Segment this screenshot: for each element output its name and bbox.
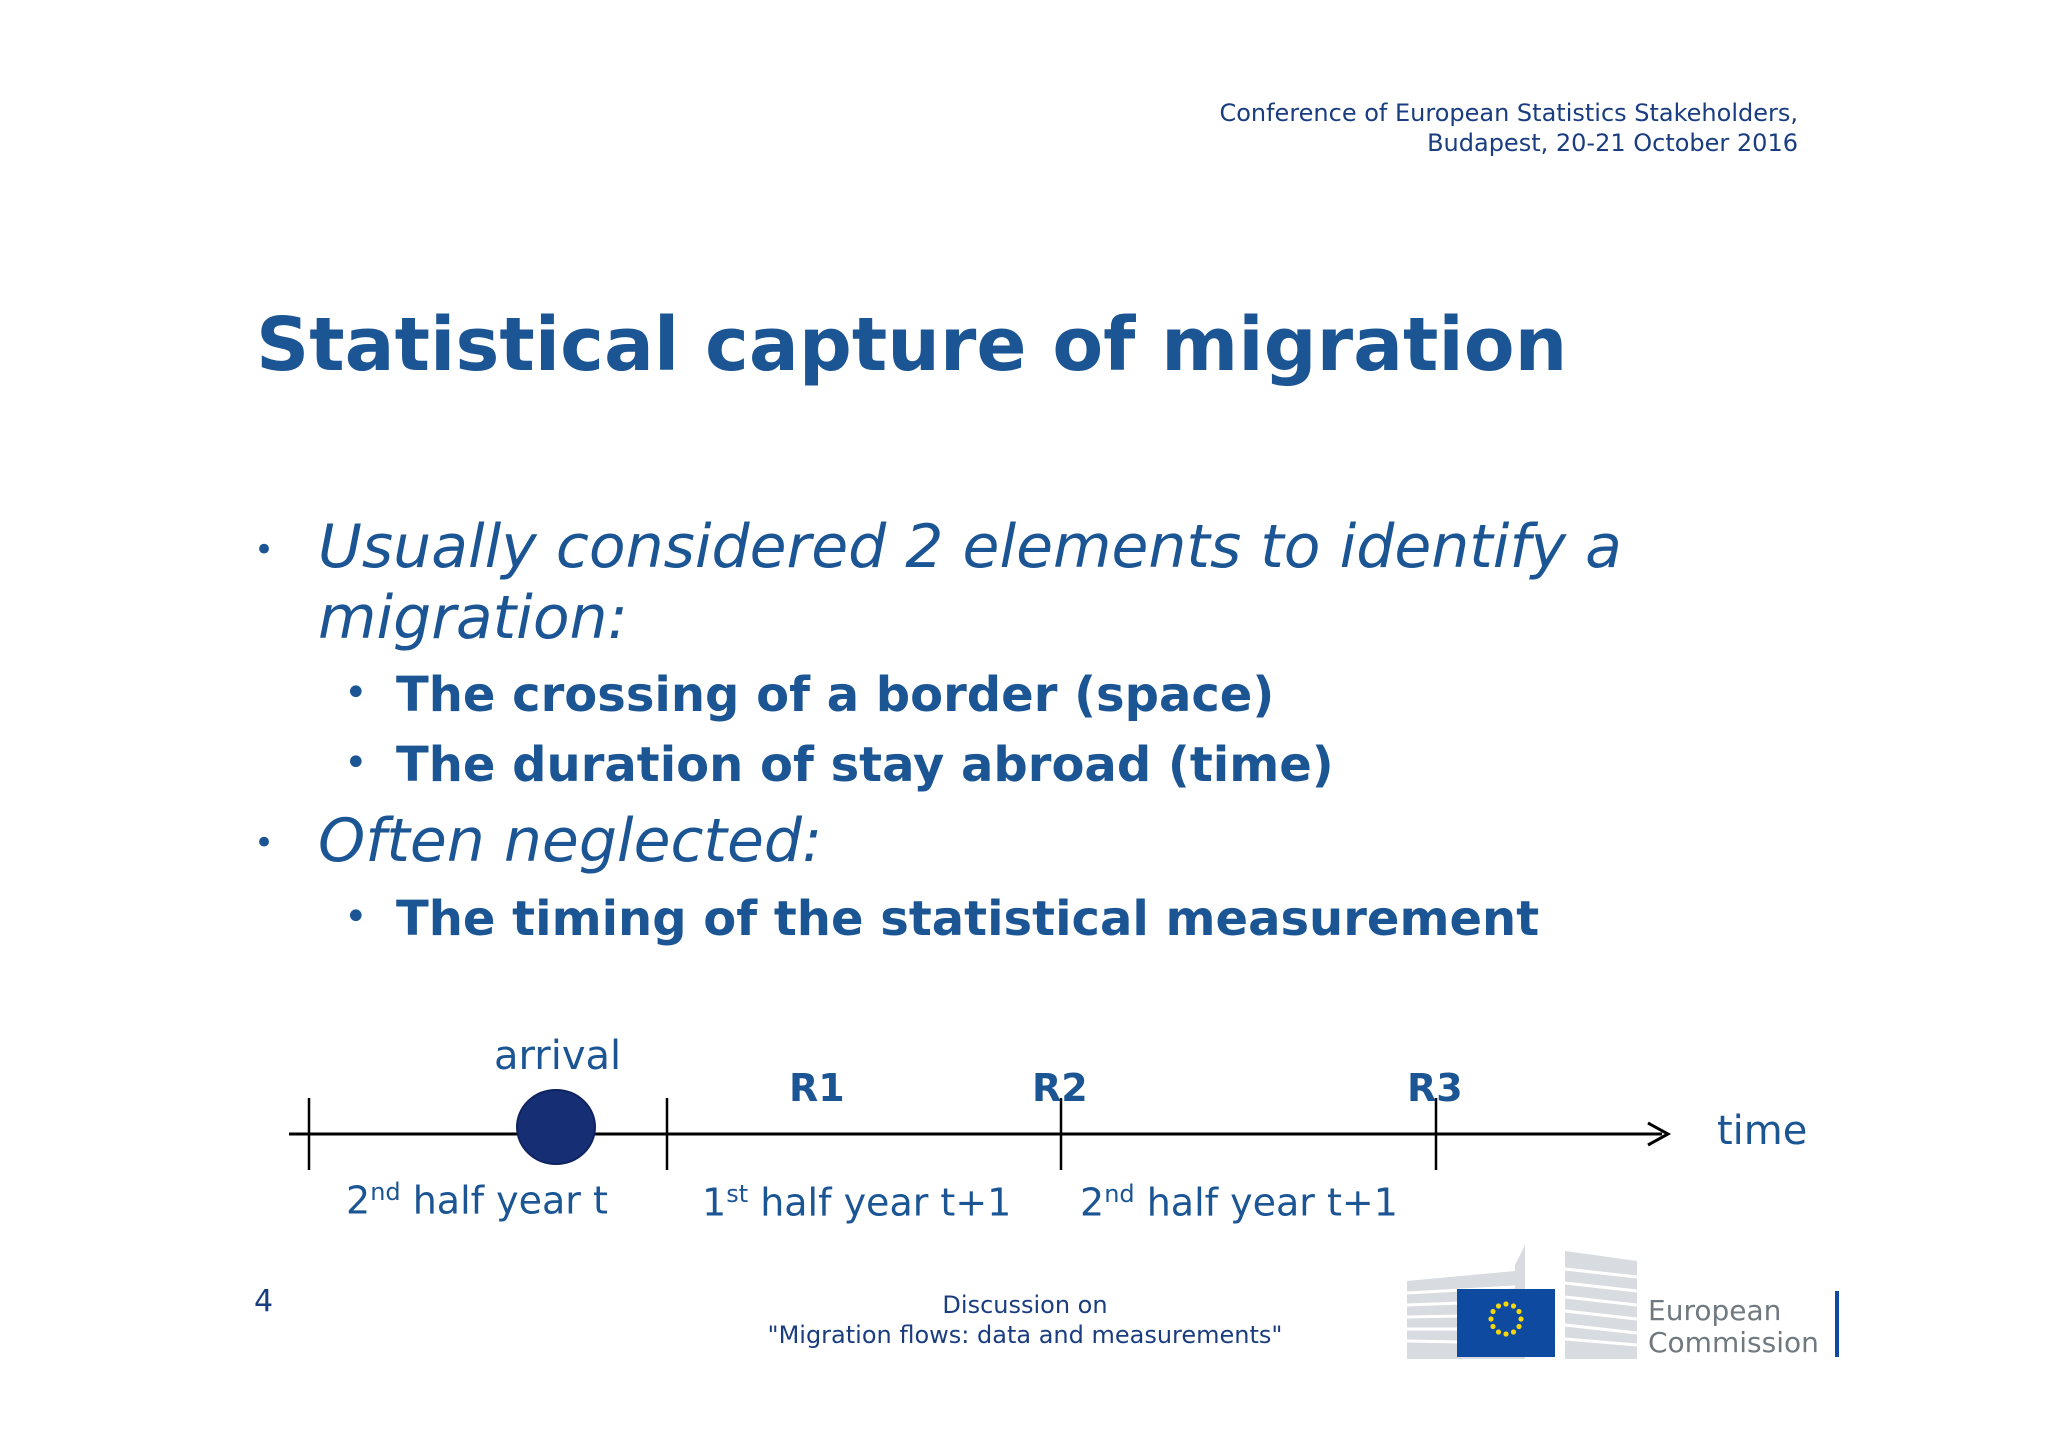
sub-bullet-timing: The timing of the statistical measuremen… bbox=[396, 891, 1540, 947]
timeline-arrowhead bbox=[1647, 1121, 1672, 1147]
sub-bullet-marker: • bbox=[344, 894, 368, 940]
footer-discussion-line-2: "Migration flows: data and measurements" bbox=[767, 1321, 1283, 1349]
sub-bullet-duration: The duration of stay abroad (time) bbox=[396, 737, 1334, 793]
marker-r2: R2 bbox=[1032, 1066, 1088, 1110]
arrival-dot bbox=[516, 1089, 596, 1165]
logo-text-commission: Commission bbox=[1648, 1326, 1819, 1359]
slide-title: Statistical capture of migration bbox=[256, 302, 1568, 388]
bullet-1-line-1: Usually considered 2 elements to identif… bbox=[318, 512, 1622, 582]
bullet-2-line-1: Often neglected: bbox=[318, 806, 823, 876]
period-label: 2nd half year t bbox=[346, 1178, 608, 1223]
sub-bullet-border: The crossing of a border (space) bbox=[396, 667, 1275, 723]
conference-line-1: Conference of European Statistics Stakeh… bbox=[1219, 99, 1798, 127]
bullet-1-line-2: migration: bbox=[318, 583, 628, 653]
logo-text-european: European bbox=[1648, 1294, 1781, 1327]
footer-discussion: Discussion on "Migration flows: data and… bbox=[700, 1290, 1350, 1350]
european-commission-logo: European Commission bbox=[1405, 1243, 1845, 1367]
conference-info: Conference of European Statistics Stakeh… bbox=[1219, 98, 1798, 158]
sub-bullet-marker: • bbox=[344, 740, 368, 786]
bullet-marker: • bbox=[254, 530, 275, 570]
period-label: 2nd half year t+1 bbox=[1080, 1180, 1398, 1225]
marker-r3: R3 bbox=[1407, 1066, 1463, 1110]
sub-bullet-marker: • bbox=[344, 670, 368, 716]
arrival-label: arrival bbox=[494, 1033, 622, 1079]
page-number: 4 bbox=[254, 1284, 274, 1319]
bullet-marker: • bbox=[254, 823, 275, 863]
footer-discussion-line-1: Discussion on bbox=[942, 1291, 1108, 1319]
marker-r1: R1 bbox=[789, 1066, 845, 1110]
conference-line-2: Budapest, 20-21 October 2016 bbox=[1427, 129, 1798, 157]
eu-flag-icon bbox=[1457, 1289, 1555, 1357]
eu-building-logo-icon: European Commission bbox=[1406, 1245, 1839, 1359]
period-label: 1st half year t+1 bbox=[702, 1180, 1012, 1225]
time-axis-label: time bbox=[1717, 1108, 1808, 1154]
